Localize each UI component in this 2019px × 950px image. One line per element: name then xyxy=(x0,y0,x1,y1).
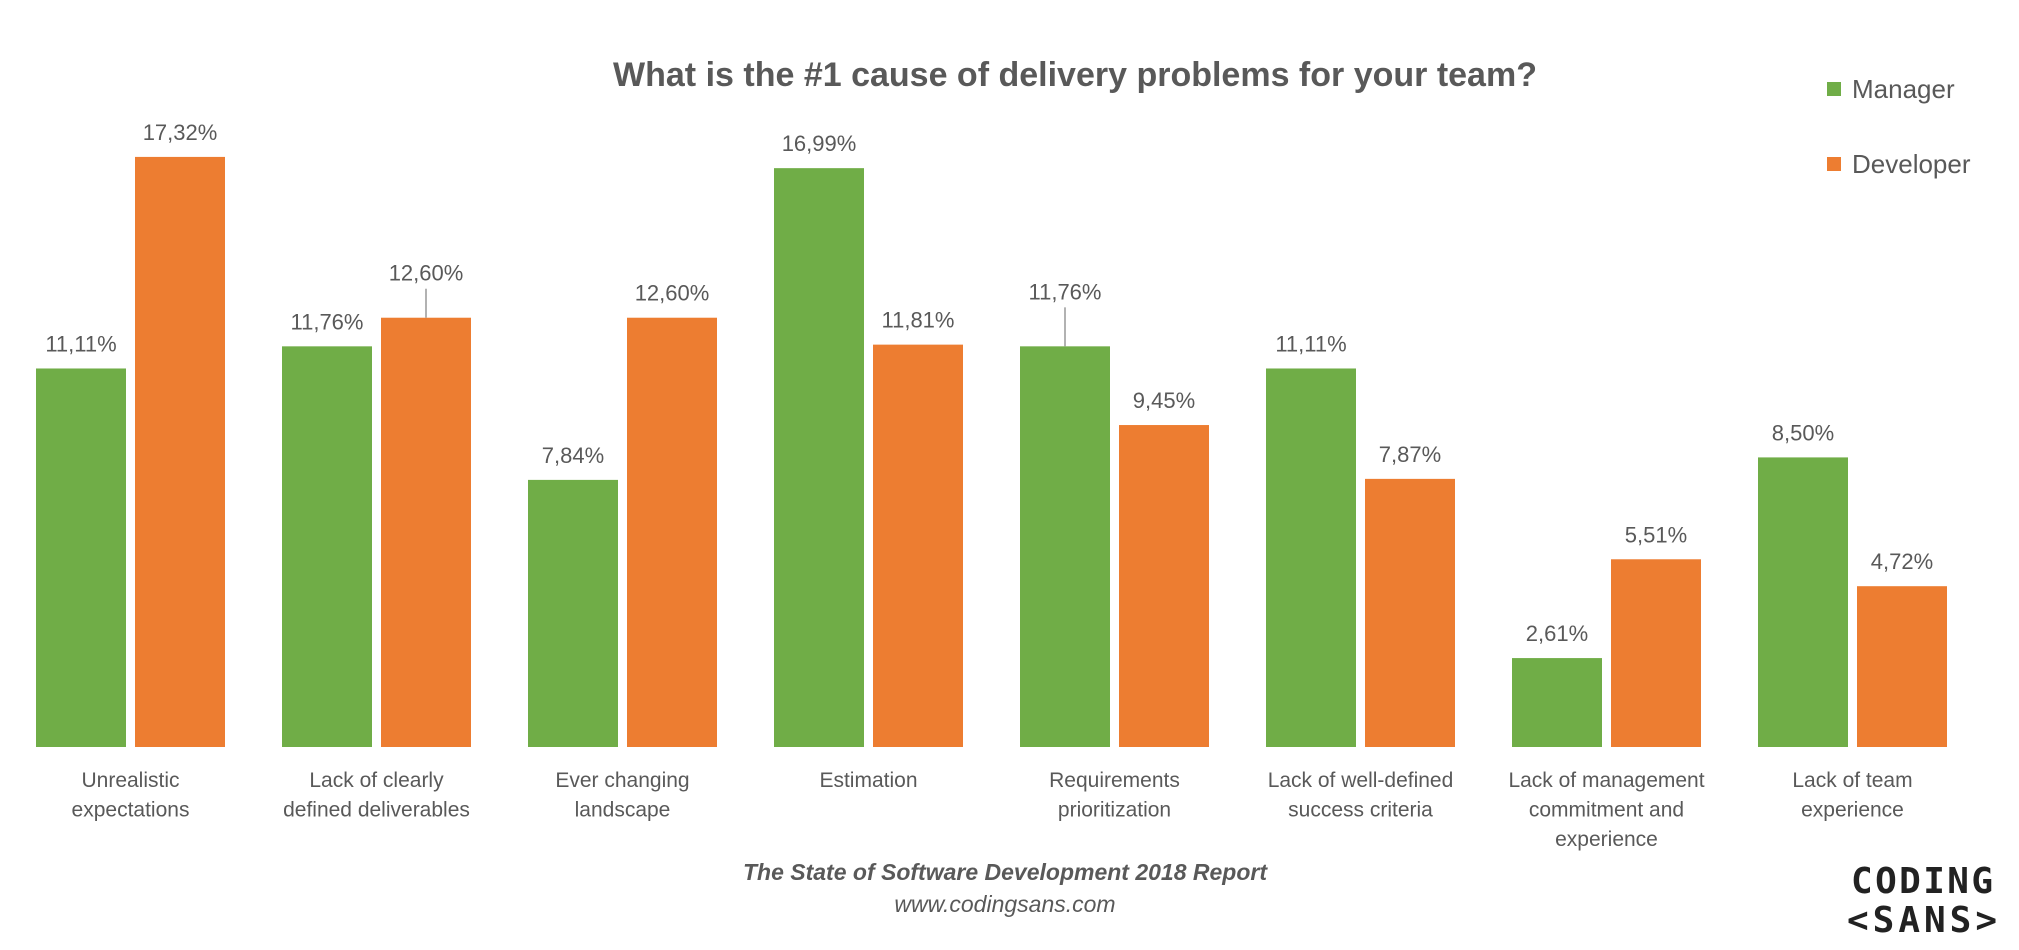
category-label: success criteria xyxy=(1288,799,1433,822)
bar-developer xyxy=(1857,586,1947,747)
data-label: 11,11% xyxy=(45,331,116,356)
category-label: experience xyxy=(1555,828,1658,851)
bar-manager xyxy=(282,346,372,747)
data-label: 16,99% xyxy=(782,131,857,156)
data-label: 8,50% xyxy=(1772,420,1834,445)
category-label: Requirements xyxy=(1049,769,1180,792)
category-label: Estimation xyxy=(819,769,917,792)
category-label: Lack of well-defined xyxy=(1268,769,1454,792)
data-label: 2,61% xyxy=(1526,621,1588,646)
category-label: commitment and xyxy=(1529,799,1684,822)
bar-developer xyxy=(1119,425,1209,747)
bar-developer xyxy=(135,156,225,747)
data-label: 4,72% xyxy=(1871,549,1933,574)
svg-text:<SANS>: <SANS> xyxy=(1847,900,1997,941)
footer-url: www.codingsans.com xyxy=(894,891,1115,917)
legend-label: Developer xyxy=(1852,149,1971,179)
data-label: 11,11% xyxy=(1275,331,1346,356)
coding-sans-logo: CODING <SANS> xyxy=(1847,861,1997,941)
bar-developer xyxy=(873,344,963,747)
data-label: 12,60% xyxy=(389,261,464,286)
bar-developer xyxy=(627,317,717,747)
bar-manager xyxy=(1512,658,1602,747)
data-label: 9,45% xyxy=(1133,388,1195,413)
category-label: experience xyxy=(1801,799,1904,822)
category-label: landscape xyxy=(575,799,671,822)
data-label: 5,51% xyxy=(1625,522,1687,547)
category-label: defined deliverables xyxy=(283,799,470,822)
category-label: prioritization xyxy=(1058,799,1171,822)
legend-label: Manager xyxy=(1852,74,1955,104)
category-label: Lack of management xyxy=(1508,769,1704,792)
bar-developer xyxy=(1611,559,1701,747)
data-label: 12,60% xyxy=(635,281,710,306)
bar-developer xyxy=(381,317,471,747)
bar-manager xyxy=(528,479,618,747)
legend-swatch xyxy=(1827,157,1841,171)
category-label: Ever changing xyxy=(555,769,689,792)
data-label: 11,76% xyxy=(1029,279,1102,304)
svg-text:CODING: CODING xyxy=(1851,861,1993,902)
bar-developer xyxy=(1365,478,1455,747)
chart-title: What is the #1 cause of delivery problem… xyxy=(613,56,1537,94)
category-label: Lack of team xyxy=(1792,769,1912,792)
category-label: expectations xyxy=(72,799,190,822)
data-label: 11,81% xyxy=(882,308,955,333)
bar-manager xyxy=(1266,368,1356,747)
legend-swatch xyxy=(1827,82,1841,96)
legend: Manager Developer xyxy=(1827,74,1971,179)
data-label: 17,32% xyxy=(143,120,218,145)
data-label: 7,87% xyxy=(1379,442,1441,467)
category-label: Lack of clearly xyxy=(309,769,444,792)
bar-manager xyxy=(36,368,126,747)
category-label: Unrealistic xyxy=(81,769,179,792)
bar-manager xyxy=(774,168,864,747)
data-label: 11,76% xyxy=(291,309,364,334)
footer-source: The State of Software Development 2018 R… xyxy=(743,859,1268,885)
data-label: 7,84% xyxy=(542,443,604,468)
bar-manager xyxy=(1020,346,1110,747)
bar-manager xyxy=(1758,457,1848,747)
